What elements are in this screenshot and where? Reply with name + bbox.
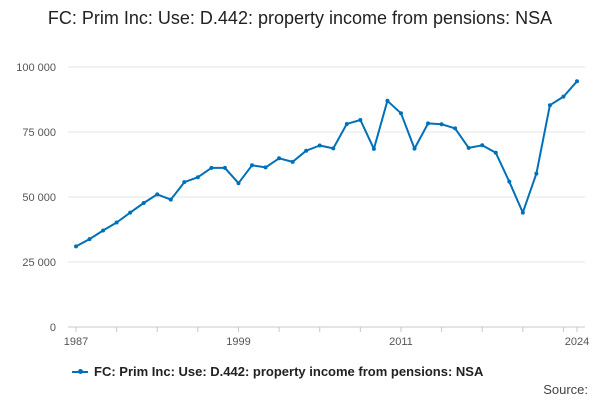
data-point xyxy=(317,143,322,148)
data-point xyxy=(385,98,390,103)
data-point xyxy=(412,146,417,151)
data-point xyxy=(426,121,431,126)
data-point xyxy=(398,111,403,116)
series-line xyxy=(75,80,578,248)
data-point xyxy=(290,159,295,164)
data-point xyxy=(101,228,106,233)
data-point xyxy=(128,210,133,215)
y-tick-label: 50 000 xyxy=(22,192,56,204)
axis-layer: 0 25 000 50 000 75 000 100 000 1987 1999 2011 20… xyxy=(16,62,589,348)
legend-label: FC: Prim Inc: Use: D.442: property incom… xyxy=(94,364,484,379)
y-tick-label: 100 000 xyxy=(16,62,56,74)
data-point xyxy=(195,175,200,180)
data-point xyxy=(141,200,146,205)
data-point xyxy=(520,210,525,215)
data-point xyxy=(358,118,363,123)
x-tick-label: 2024 xyxy=(565,336,589,348)
data-point xyxy=(439,122,444,127)
grid-layer xyxy=(68,66,585,263)
source-label: Source: xyxy=(543,382,588,397)
data-point xyxy=(331,146,336,151)
data-point xyxy=(250,163,255,168)
data-point xyxy=(222,165,227,170)
data-point xyxy=(236,181,241,186)
data-point xyxy=(344,121,349,126)
data-point xyxy=(87,237,92,242)
data-point xyxy=(466,145,471,150)
data-point xyxy=(534,171,539,176)
data-point xyxy=(168,197,173,202)
data-point xyxy=(263,165,268,170)
data-point xyxy=(507,179,512,184)
data-point xyxy=(561,94,566,99)
y-tick-label: 0 xyxy=(50,322,56,334)
x-tick-label: 1999 xyxy=(226,336,250,348)
data-point xyxy=(155,192,160,197)
y-tick-label: 25 000 xyxy=(22,257,56,269)
data-point xyxy=(304,148,309,153)
y-tick-label: 75 000 xyxy=(22,127,56,139)
data-point xyxy=(547,103,552,108)
data-point xyxy=(114,220,119,225)
data-point xyxy=(575,79,579,84)
data-point xyxy=(453,126,458,131)
data-point xyxy=(277,156,282,161)
data-point xyxy=(371,146,376,151)
data-point xyxy=(74,244,78,249)
series-layer xyxy=(74,79,579,249)
data-point xyxy=(493,150,498,155)
data-point xyxy=(182,180,187,185)
data-point xyxy=(209,165,214,170)
x-tick-label: 2011 xyxy=(389,336,413,348)
x-tick-label: 1987 xyxy=(64,336,88,348)
data-point xyxy=(480,143,485,148)
chart-title: FC: Prim Inc: Use: D.442: property incom… xyxy=(47,8,553,28)
legend-line-marker xyxy=(72,368,88,374)
chart-legend: FC: Prim Inc: Use: D.442: property incom… xyxy=(72,364,483,379)
